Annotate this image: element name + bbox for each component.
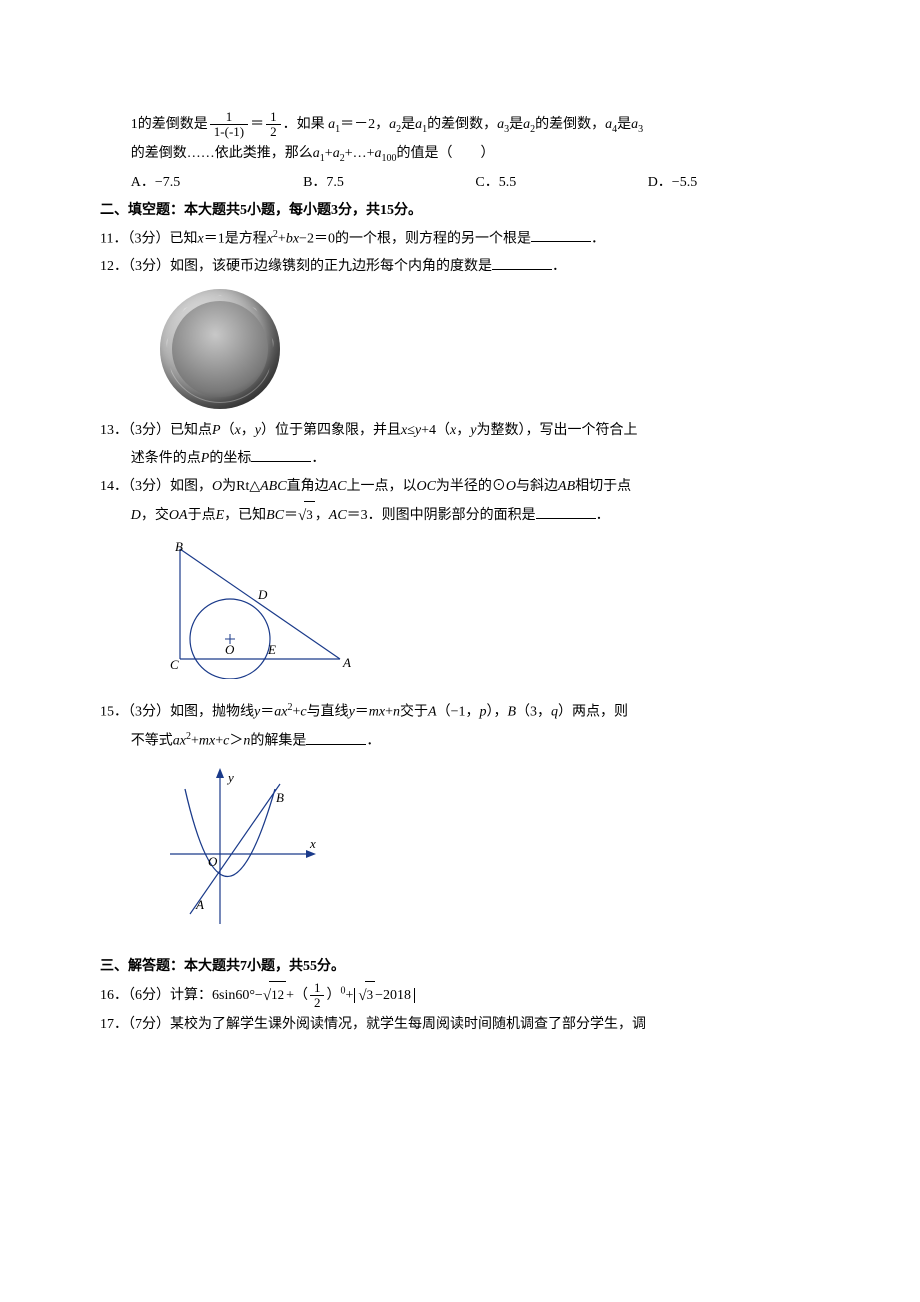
q11: 11．（3分）已知x＝1是方程x2+bx−2＝0的一个根，则方程的另一个根是． (100, 225, 820, 254)
svg-text:C: C (170, 657, 179, 672)
q14-line2: D，交OA于点E，已知BC＝3，AC＝3．则图中阴影部分的面积是． (100, 501, 820, 531)
svg-text:B: B (175, 539, 183, 554)
q10-choices: A．−7.5 B．7.5 C．5.5 D．−5.5 (100, 169, 820, 197)
q13-line1: 13．（3分）已知点P（x，y）位于第四象限，并且x≤y+4（x，y为整数），写… (100, 417, 820, 445)
svg-text:B: B (276, 790, 284, 805)
q17: 17．（7分）某校为了解学生课外阅读情况，就学生每周阅读时间随机调查了部分学生，… (100, 1011, 820, 1039)
choice-b: B．7.5 (303, 169, 475, 197)
svg-text:A: A (195, 897, 204, 912)
q15-line2: 不等式ax2+mx+c＞n的解集是． (100, 727, 820, 756)
coin-figure (160, 289, 280, 409)
choice-c: C．5.5 (475, 169, 647, 197)
svg-text:D: D (257, 587, 268, 602)
svg-text:E: E (267, 642, 276, 657)
q-continuation-line2: 的差倒数……依此类推，那么a1+a2+…+a100的值是（ ） (100, 140, 820, 169)
section-2-heading: 二、填空题：本大题共5小题，每小题3分，共15分。 (100, 197, 820, 225)
q15-figure: y x O A B (160, 764, 820, 945)
svg-text:y: y (226, 770, 234, 785)
q14-line1: 14．（3分）如图，O为Rt△ABC直角边AC上一点，以OC为半径的⊙O与斜边A… (100, 473, 820, 501)
choice-d: D．−5.5 (648, 169, 820, 197)
svg-text:O: O (225, 642, 235, 657)
q16: 16．（6分）计算：6sin60°−12+（12）0+3−2018 (100, 981, 820, 1011)
q13-line2: 述条件的点P的坐标． (100, 445, 820, 473)
q12: 12．（3分）如图，该硬币边缘镌刻的正九边形每个内角的度数是． (100, 253, 820, 281)
q14-figure: B C O E A D (160, 539, 820, 690)
svg-text:O: O (208, 854, 218, 869)
section-3-heading: 三、解答题：本大题共7小题，共55分。 (100, 953, 820, 981)
q-continuation-line1: 1的差倒数是11-(-1)＝12．如果 a1＝－2，a2是a1的差倒数，a3是a… (100, 110, 820, 140)
q15-line1: 15．（3分）如图，抛物线y＝ax2+c与直线y＝mx+n交于A（−1，p），B… (100, 698, 820, 727)
svg-text:A: A (342, 655, 351, 670)
svg-text:x: x (309, 836, 316, 851)
choice-a: A．−7.5 (131, 169, 303, 197)
